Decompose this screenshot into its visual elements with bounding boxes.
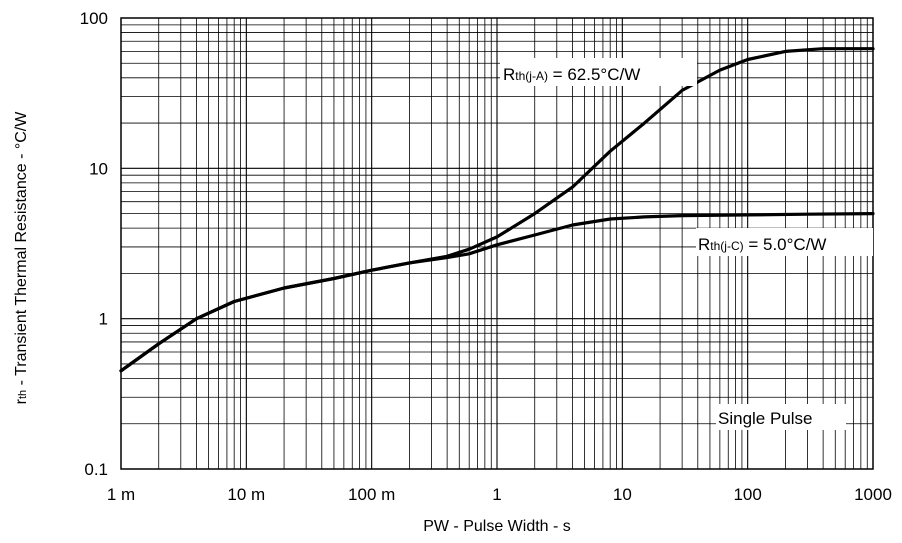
x-tick-label: 10 m	[227, 485, 265, 504]
y-tick-label: 10	[89, 159, 108, 178]
x-tick-label: 1000	[854, 485, 892, 504]
x-tick-label: 100	[733, 485, 761, 504]
y-tick-label: 1	[99, 310, 108, 329]
y-tick-label: 0.1	[84, 460, 108, 479]
data-series	[119, 47, 875, 373]
x-tick-label: 1 m	[107, 485, 135, 504]
x-tick-labels: 1 m 10 m 100 m 1 10 100 1000	[107, 485, 892, 504]
y-tick-labels: 0.1 1 10 100	[80, 9, 108, 479]
y-tick-label: 100	[80, 9, 108, 28]
annotation-single-pulse: Single Pulse	[718, 409, 813, 428]
x-axis-title: PW - Pulse Width - s	[423, 518, 571, 535]
annotation-rth-ja-background	[500, 58, 697, 86]
y-axis-title: rth - Transient Thermal Resistance - °C/…	[13, 111, 30, 405]
annotation-rth-jc: Rth(j-C) = 5.0°C/W	[698, 235, 826, 254]
x-tick-label: 1	[492, 485, 501, 504]
annotation-rth-jc-background	[696, 228, 873, 256]
x-tick-label: 100 m	[348, 485, 395, 504]
x-tick-label: 10	[613, 485, 632, 504]
annotation-single-pulse-background	[716, 404, 846, 430]
series-line-rth-jc	[119, 212, 875, 373]
annotation-rth-ja: Rth(j-A) = 62.5°C/W	[503, 65, 640, 84]
grid-lines	[121, 18, 873, 469]
